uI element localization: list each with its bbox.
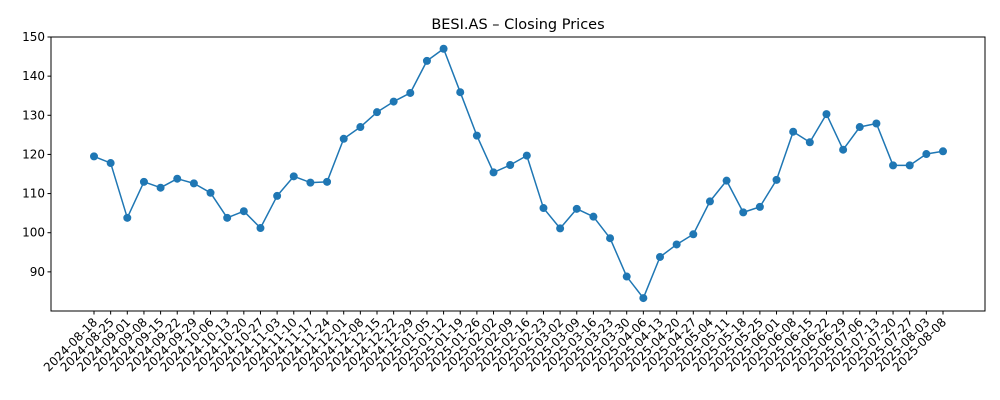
data-point	[406, 88, 415, 97]
data-point	[123, 213, 132, 222]
data-point	[739, 208, 748, 217]
data-point	[539, 204, 548, 213]
data-point	[273, 191, 282, 200]
data-point	[306, 178, 315, 187]
data-point	[373, 108, 381, 117]
data-point	[289, 172, 298, 181]
data-point	[656, 252, 664, 261]
data-point	[139, 177, 148, 186]
data-point	[705, 197, 714, 206]
data-point	[772, 175, 781, 184]
data-point	[189, 179, 198, 188]
plot-series	[90, 44, 947, 303]
data-point	[839, 145, 848, 154]
data-point	[156, 183, 165, 192]
data-point	[522, 151, 531, 160]
data-point	[855, 123, 864, 132]
data-point	[256, 224, 265, 233]
data-point	[805, 138, 814, 147]
data-point	[389, 97, 398, 106]
data-point	[722, 176, 731, 185]
data-point	[106, 159, 115, 168]
data-point	[239, 207, 248, 216]
data-point	[489, 168, 498, 177]
plot-area-frame	[50, 36, 986, 312]
data-point	[789, 127, 798, 136]
chart-title: BESI.AS – Closing Prices	[431, 17, 604, 33]
data-point	[689, 230, 698, 239]
y-axis: 90 100 110 120 130 140 150	[22, 30, 51, 279]
data-point	[939, 147, 947, 156]
data-point	[622, 272, 631, 281]
data-point	[556, 224, 565, 233]
data-point	[356, 123, 365, 132]
data-point	[456, 88, 465, 97]
y-tick-label: 100	[22, 226, 45, 240]
data-point	[173, 174, 182, 183]
data-point	[90, 152, 98, 161]
data-point	[922, 150, 931, 159]
y-tick-label: 120	[22, 147, 45, 161]
data-point	[506, 161, 515, 169]
data-point	[872, 119, 881, 128]
data-point	[572, 204, 581, 213]
data-point	[589, 212, 598, 221]
data-point	[223, 213, 232, 222]
y-tick-label: 110	[22, 187, 45, 201]
y-tick-label: 90	[30, 265, 45, 279]
data-point	[639, 294, 648, 303]
y-tick-label: 140	[22, 69, 45, 83]
data-point	[472, 131, 481, 140]
data-point	[905, 161, 914, 170]
data-point	[439, 44, 448, 53]
data-point	[323, 177, 332, 186]
data-point	[206, 188, 215, 197]
data-point	[339, 134, 348, 143]
y-tick-label: 150	[22, 30, 45, 44]
data-point	[672, 240, 681, 249]
y-tick-label: 130	[22, 108, 45, 122]
data-point	[755, 202, 764, 211]
series-line	[93, 47, 944, 299]
data-point	[606, 234, 615, 243]
data-point	[889, 161, 898, 170]
data-point	[422, 56, 431, 65]
data-point	[822, 110, 831, 119]
